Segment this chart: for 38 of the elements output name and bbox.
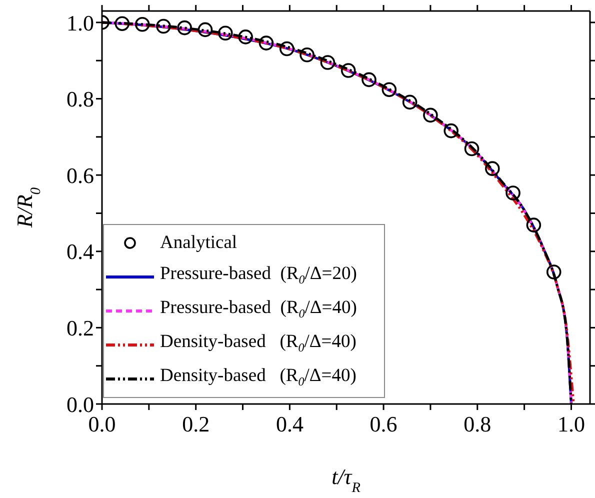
point xyxy=(485,161,500,176)
point xyxy=(382,82,397,97)
point xyxy=(546,264,562,280)
point xyxy=(258,36,274,50)
point xyxy=(320,55,336,70)
point xyxy=(134,16,150,32)
point xyxy=(444,123,459,138)
x-tick-label: 0.6 xyxy=(370,412,398,437)
point xyxy=(362,72,376,88)
point xyxy=(177,20,192,36)
x-tick-label: 0.4 xyxy=(276,412,304,437)
point xyxy=(156,18,171,34)
x-tick-label: 0.8 xyxy=(464,412,492,437)
point xyxy=(526,218,542,232)
point xyxy=(300,47,314,62)
point xyxy=(423,108,438,123)
y-tick-label: 0.8 xyxy=(66,86,94,112)
point xyxy=(340,63,356,78)
y-tick-label: 0.2 xyxy=(66,316,94,340)
legend-label: Density-based (R$_{0}$/Δ=40) xyxy=(160,366,356,389)
point xyxy=(464,141,480,156)
point xyxy=(218,26,233,41)
y-tick-label: 1.0 xyxy=(66,10,94,36)
point xyxy=(506,186,520,200)
point xyxy=(279,41,294,56)
x-tick-label: 1.0 xyxy=(557,412,585,437)
y-tick-label: 0.4 xyxy=(66,239,94,264)
legend-label: Density-based (R$_{0}$/Δ=40) xyxy=(160,332,356,355)
point xyxy=(238,30,253,44)
point xyxy=(198,22,213,38)
y-tick-label: 0.6 xyxy=(66,162,94,188)
legend-label: Analytical xyxy=(160,233,238,253)
x-tick-label: 0.2 xyxy=(182,412,210,437)
x-axis-title: t/τ$_{R}$ xyxy=(332,464,361,496)
point xyxy=(114,16,130,31)
legend-label: Pressure-based (R$_{0}$/Δ=20) xyxy=(160,264,357,287)
point xyxy=(402,94,418,110)
legend-label: Pressure-based (R$_{0}$/Δ=40) xyxy=(160,298,357,321)
